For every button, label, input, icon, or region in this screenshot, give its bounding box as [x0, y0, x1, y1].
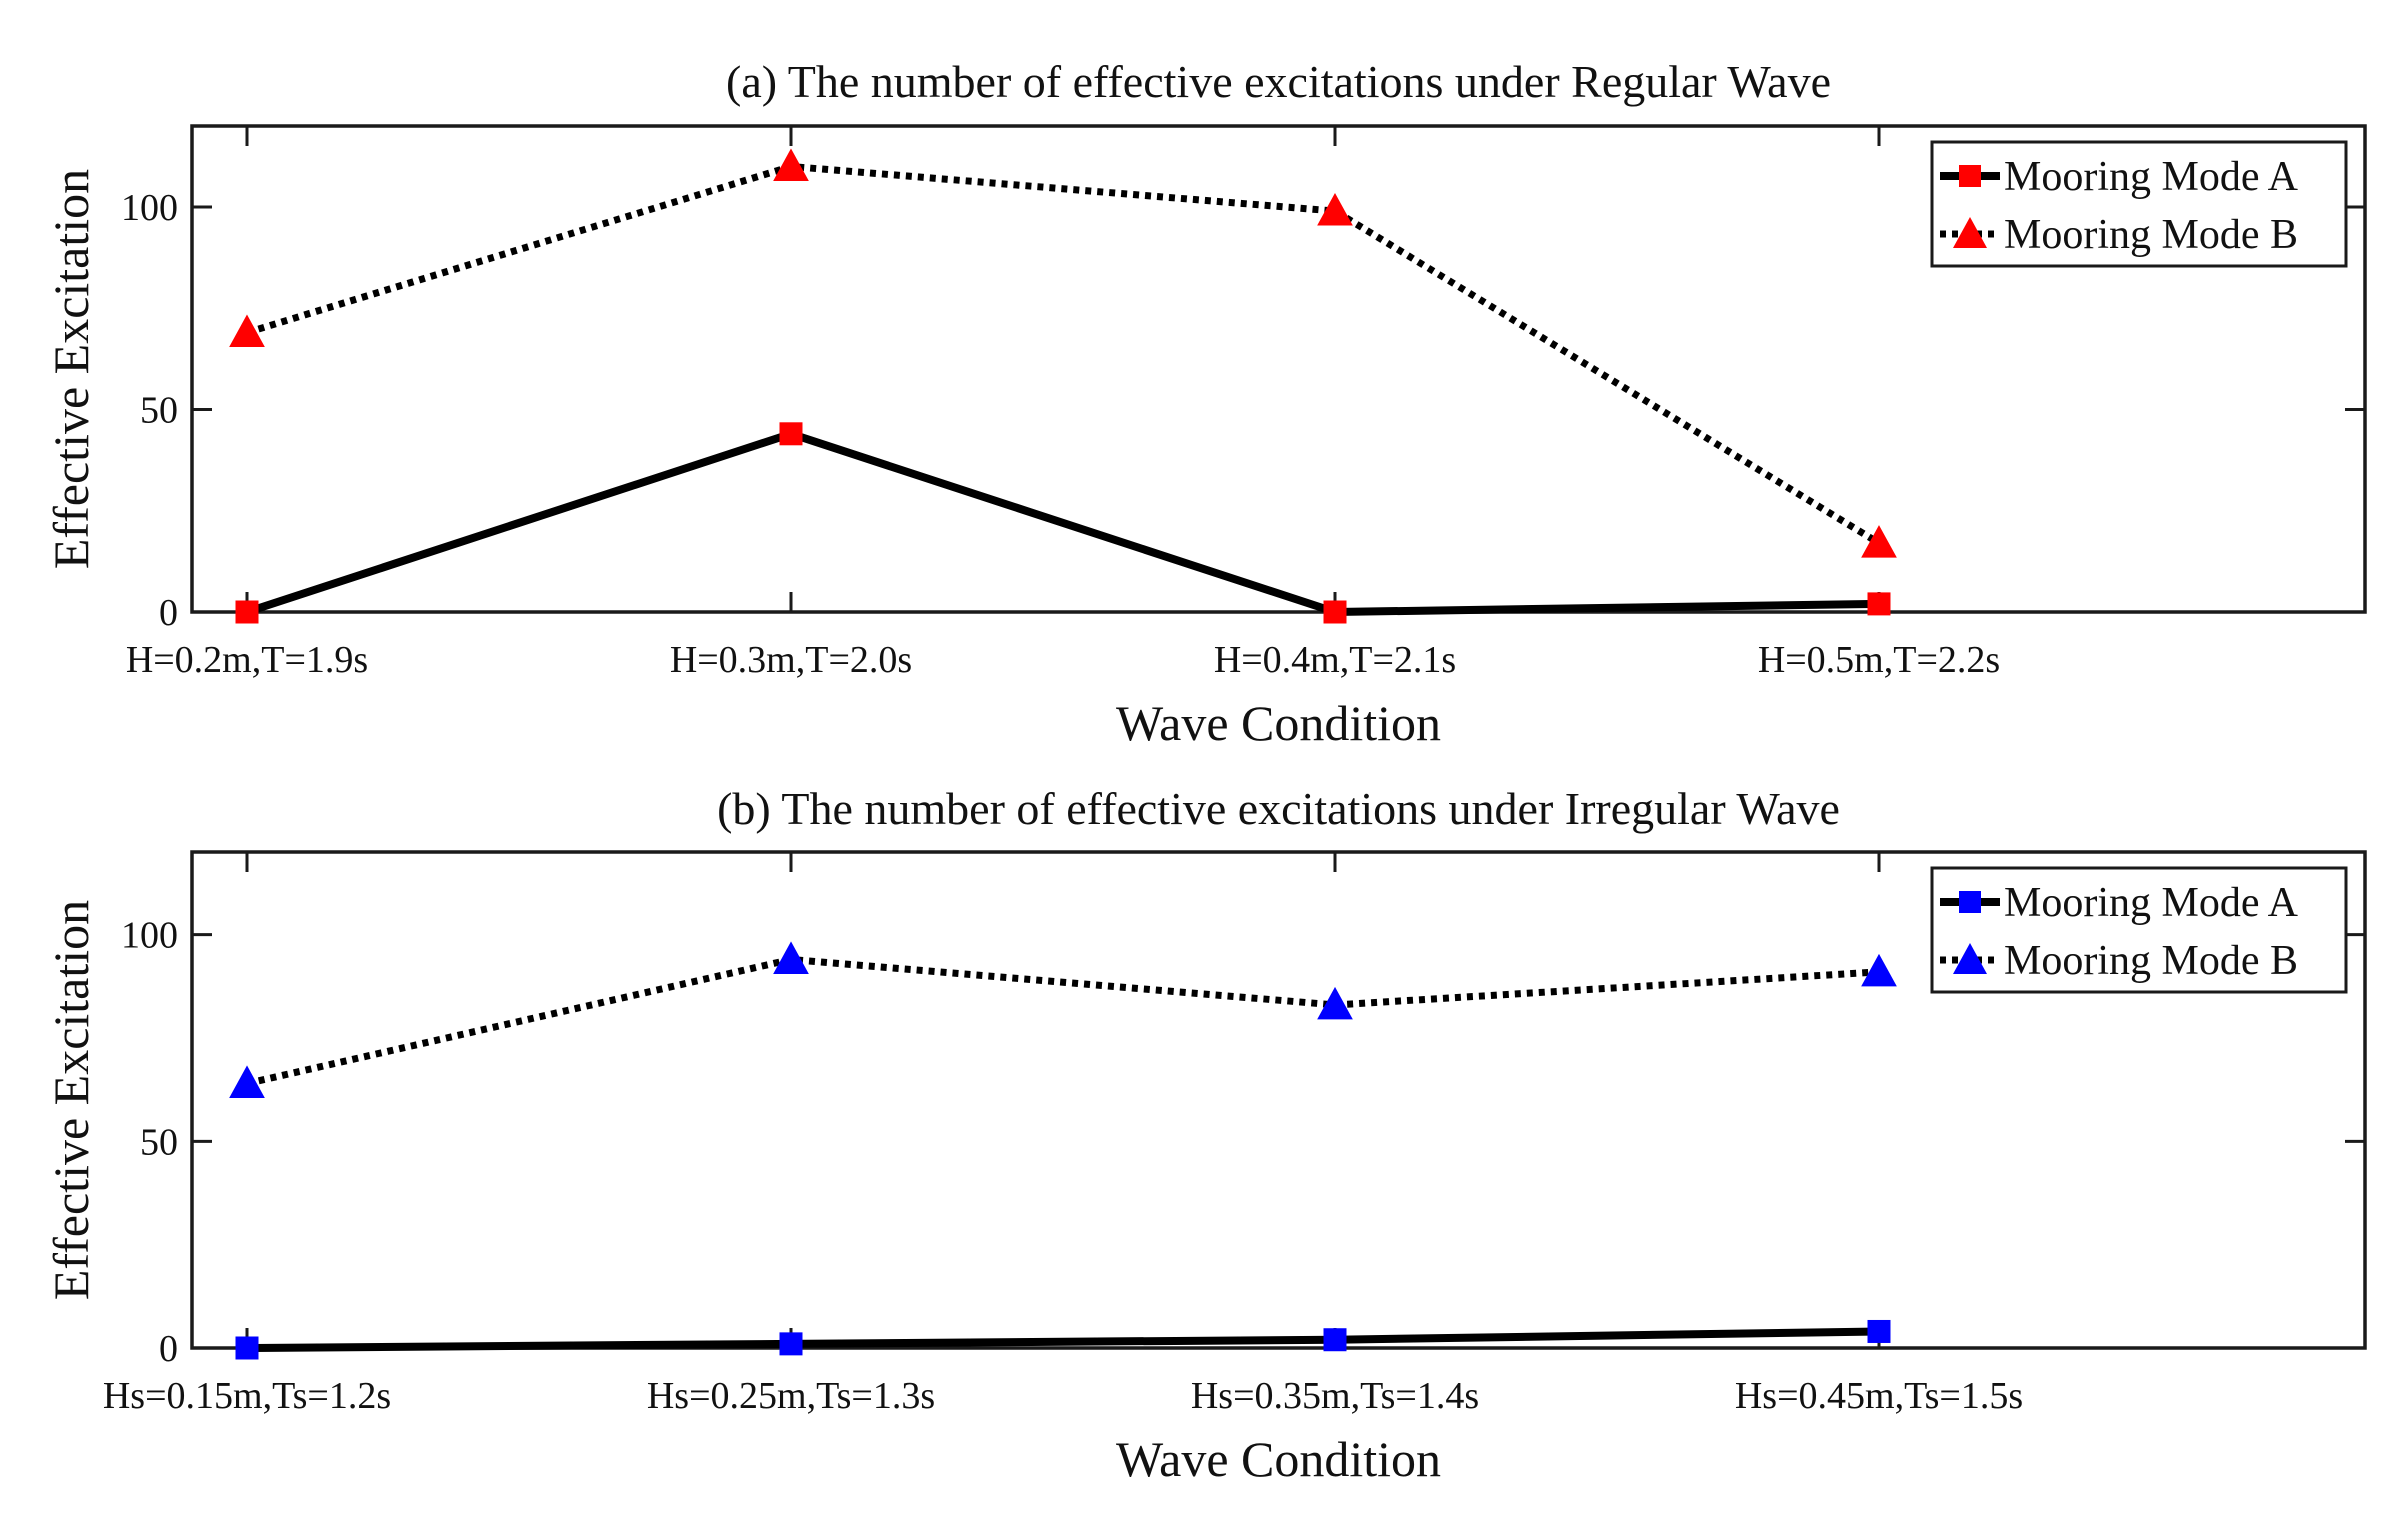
series-line	[245, 429, 1880, 616]
y-tick-label: 50	[140, 390, 178, 432]
legend-label: Mooring Mode A	[2004, 154, 2299, 200]
data-point-triangle	[1317, 193, 1353, 226]
series-mooring-mode-b	[229, 148, 1897, 558]
x-tick-label: Hs=0.25m,Ts=1.3s	[647, 1375, 935, 1417]
chart-title: (b) The number of effective excitations …	[717, 783, 1840, 834]
data-point-square	[235, 600, 259, 624]
legend-marker-triangle	[1953, 217, 1987, 248]
data-point-triangle	[773, 148, 809, 181]
data-point-square	[1867, 592, 1891, 616]
legend-marker-triangle	[1953, 943, 1987, 974]
series-line	[246, 955, 1880, 1087]
y-tick-label: 100	[121, 915, 178, 957]
x-tick-label: Hs=0.45m,Ts=1.5s	[1735, 1375, 2023, 1417]
x-tick-label: Hs=0.35m,Ts=1.4s	[1191, 1375, 1479, 1417]
legend-box	[1930, 866, 2348, 994]
data-point-square	[235, 1336, 259, 1360]
legend-box	[1930, 140, 2348, 268]
data-point-square	[1323, 1328, 1347, 1352]
series-mooring-mode-a	[235, 422, 1891, 624]
legend-marker-square	[1959, 165, 1981, 187]
data-point-square	[779, 1332, 803, 1356]
x-tick-label: H=0.4m,T=2.1s	[1214, 639, 1456, 681]
series-line	[246, 1327, 1880, 1352]
chart-panel-b: (b) The number of effective excitations …	[43, 783, 2367, 1487]
series-mooring-mode-a	[235, 1319, 1891, 1360]
y-tick-label: 0	[159, 592, 178, 634]
y-tick-label: 0	[159, 1328, 178, 1370]
y-axis-label: Effective Excitation	[43, 900, 99, 1300]
legend-marker-square	[1959, 891, 1981, 913]
series-mooring-mode-b	[229, 941, 1897, 1098]
data-point-square	[779, 422, 803, 446]
x-tick-label: H=0.2m,T=1.9s	[126, 639, 368, 681]
y-tick-label: 100	[121, 187, 178, 229]
data-point-triangle	[773, 941, 809, 974]
data-point-triangle	[1861, 953, 1897, 987]
data-point-triangle	[1861, 525, 1897, 558]
plot-area-frame	[190, 850, 2367, 1350]
plot-area-frame	[190, 124, 2367, 614]
data-point-triangle	[1317, 986, 1353, 1020]
series-line	[245, 163, 1881, 547]
x-tick-label: H=0.5m,T=2.2s	[1758, 639, 2000, 681]
y-tick-label: 50	[140, 1121, 178, 1163]
data-point-triangle	[229, 1065, 265, 1098]
chart-title: (a) The number of effective excitations …	[726, 56, 1831, 107]
data-point-triangle	[229, 314, 265, 348]
legend: Mooring Mode A Mooring Mode B	[1930, 140, 2348, 268]
legend-label: Mooring Mode B	[2004, 938, 2298, 984]
legend: Mooring Mode A Mooring Mode B	[1930, 866, 2348, 994]
x-axis-label: Wave Condition	[1116, 695, 1441, 751]
x-axis-label: Wave Condition	[1116, 1431, 1441, 1487]
chart-panel-a: (a) The number of effective excitations …	[43, 56, 2367, 751]
y-axis-label: Effective Excitation	[43, 169, 99, 569]
x-tick-label: H=0.3m,T=2.0s	[670, 639, 912, 681]
legend-label: Mooring Mode B	[2004, 212, 2298, 258]
legend-label: Mooring Mode A	[2004, 880, 2299, 926]
data-point-square	[1323, 600, 1347, 624]
x-tick-label: Hs=0.15m,Ts=1.2s	[103, 1375, 391, 1417]
data-point-square	[1867, 1319, 1891, 1343]
